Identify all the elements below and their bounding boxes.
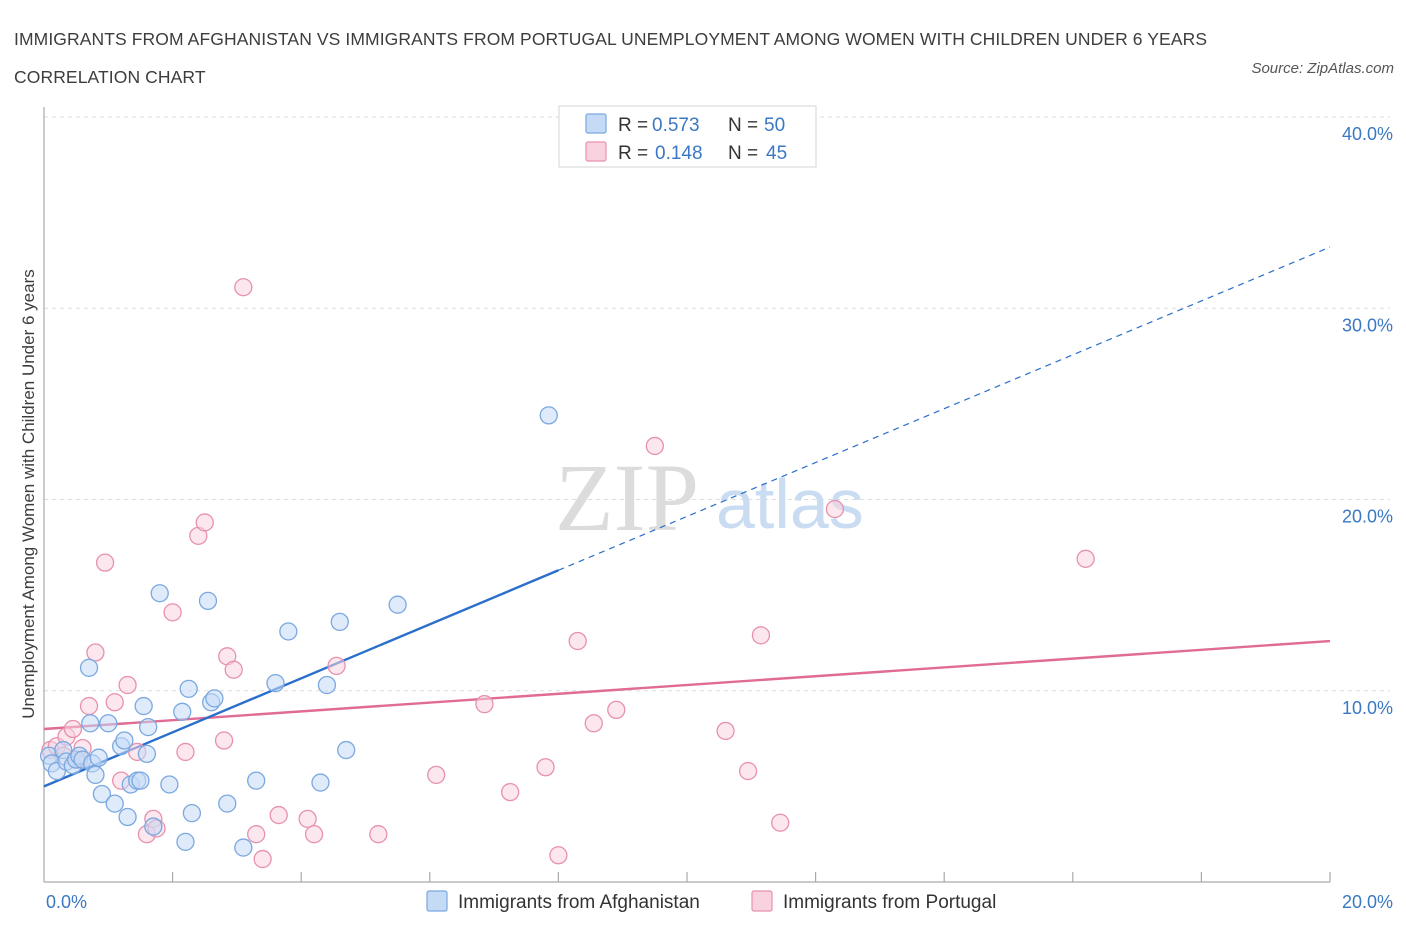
point-portugal (269, 805, 288, 825)
point-afghanistan (317, 675, 337, 695)
point-portugal (234, 278, 253, 297)
legend-r-label-2: R = (618, 143, 648, 164)
point-afghanistan (139, 717, 158, 737)
x-tick-label: 0.0% (46, 892, 87, 912)
point-portugal (214, 731, 234, 750)
legend-r-label-1: R = (618, 115, 648, 136)
legend-swatch-afghanistan (585, 113, 607, 134)
point-afghanistan (144, 817, 163, 836)
point-portugal (176, 742, 195, 762)
point-afghanistan (86, 765, 105, 785)
point-afghanistan (99, 714, 118, 733)
point-portugal (95, 553, 115, 572)
point-afghanistan (137, 744, 157, 764)
point-afghanistan (134, 696, 153, 716)
trend-line-afghanistan-extension (558, 246, 1331, 571)
point-afghanistan (311, 773, 330, 792)
chart-title: IMMIGRANTS FROM AFGHANISTAN VS IMMIGRANT… (14, 29, 1208, 87)
legend-n-value-2: 45 (766, 143, 787, 164)
point-afghanistan (337, 740, 356, 760)
point-portugal (738, 761, 758, 781)
point-afghanistan (179, 679, 198, 698)
point-portugal (118, 675, 137, 695)
point-afghanistan (89, 748, 108, 767)
point-portugal (716, 721, 735, 741)
point-afghanistan (330, 612, 349, 632)
point-afghanistan (198, 591, 218, 611)
y-axis-label: Unemployment Among Women with Children U… (19, 269, 38, 718)
point-portugal (536, 758, 555, 777)
point-afghanistan (131, 771, 150, 790)
point-afghanistan (92, 784, 112, 804)
point-afghanistan (160, 775, 179, 794)
point-portugal (825, 499, 845, 519)
point-portugal (607, 700, 626, 720)
point-afghanistan (150, 584, 169, 603)
series-legend-afghanistan: Immigrants from Afghanistan (458, 892, 700, 913)
point-portugal (549, 846, 568, 865)
trend-line-portugal (43, 639, 1331, 731)
correlation-legend: R = 0.573 N = 50 R = 0.148 N = 45 (558, 105, 817, 168)
point-portugal (304, 825, 324, 844)
y-tick-label: 10.0% (1342, 698, 1393, 718)
point-portugal (195, 513, 214, 532)
x-tick-label: 20.0% (1342, 892, 1393, 912)
point-afghanistan (182, 804, 202, 823)
y-tick-label: 40.0% (1342, 124, 1393, 144)
point-portugal (86, 643, 105, 662)
point-afghanistan (234, 838, 253, 857)
point-portugal (327, 656, 346, 676)
legend-r-value-2: 0.148 (655, 143, 703, 164)
point-portugal (105, 693, 124, 712)
point-afghanistan (118, 807, 137, 827)
point-afghanistan (539, 406, 558, 425)
watermark: ZIP atlas (555, 444, 864, 551)
point-afghanistan (205, 689, 224, 708)
point-portugal (163, 603, 182, 622)
point-afghanistan (105, 794, 124, 813)
point-portugal (501, 782, 520, 802)
series-legend-portugal: Immigrants from Portugal (783, 892, 996, 913)
point-portugal (298, 809, 317, 829)
data-points (39, 278, 1095, 869)
point-portugal (751, 626, 771, 645)
point-afghanistan (247, 771, 266, 790)
point-portugal (1076, 549, 1095, 568)
point-portugal (224, 660, 243, 679)
point-afghanistan (279, 622, 298, 641)
point-afghanistan (115, 731, 134, 750)
legend-n-label-1: N = (728, 115, 758, 136)
point-portugal (79, 696, 99, 716)
point-portugal (427, 765, 446, 785)
point-afghanistan (388, 595, 407, 614)
tick-labels: 10.0% 20.0% 30.0% 40.0% 0.0% 20.0% (46, 124, 1393, 912)
point-afghanistan (266, 673, 285, 693)
point-portugal (475, 694, 494, 714)
legend-swatch-portugal (585, 141, 607, 162)
point-afghanistan (81, 714, 100, 733)
point-afghanistan (218, 794, 237, 813)
point-portugal (369, 825, 388, 844)
point-portugal (584, 714, 603, 733)
legend-r-value-1: 0.573 (652, 115, 700, 136)
point-portugal (771, 813, 790, 832)
watermark-zip: ZIP (555, 444, 699, 551)
point-portugal (568, 631, 587, 651)
y-tick-label: 30.0% (1342, 315, 1393, 335)
point-afghanistan (79, 658, 99, 677)
legend-n-value-1: 50 (764, 115, 785, 136)
y-tick-label: 20.0% (1342, 507, 1393, 527)
source-label: Source: ZipAtlas.com (1251, 60, 1394, 77)
point-afghanistan (173, 702, 192, 721)
legend-n-label-2: N = (728, 143, 758, 164)
series-legend-swatch-afghanistan (426, 890, 448, 912)
series-legend: Immigrants from Afghanistan Immigrants f… (426, 890, 996, 913)
point-portugal (247, 825, 266, 844)
point-portugal (63, 719, 83, 739)
series-legend-swatch-portugal (751, 890, 773, 912)
point-afghanistan (176, 832, 195, 851)
point-portugal (645, 436, 664, 456)
point-portugal (253, 849, 272, 869)
